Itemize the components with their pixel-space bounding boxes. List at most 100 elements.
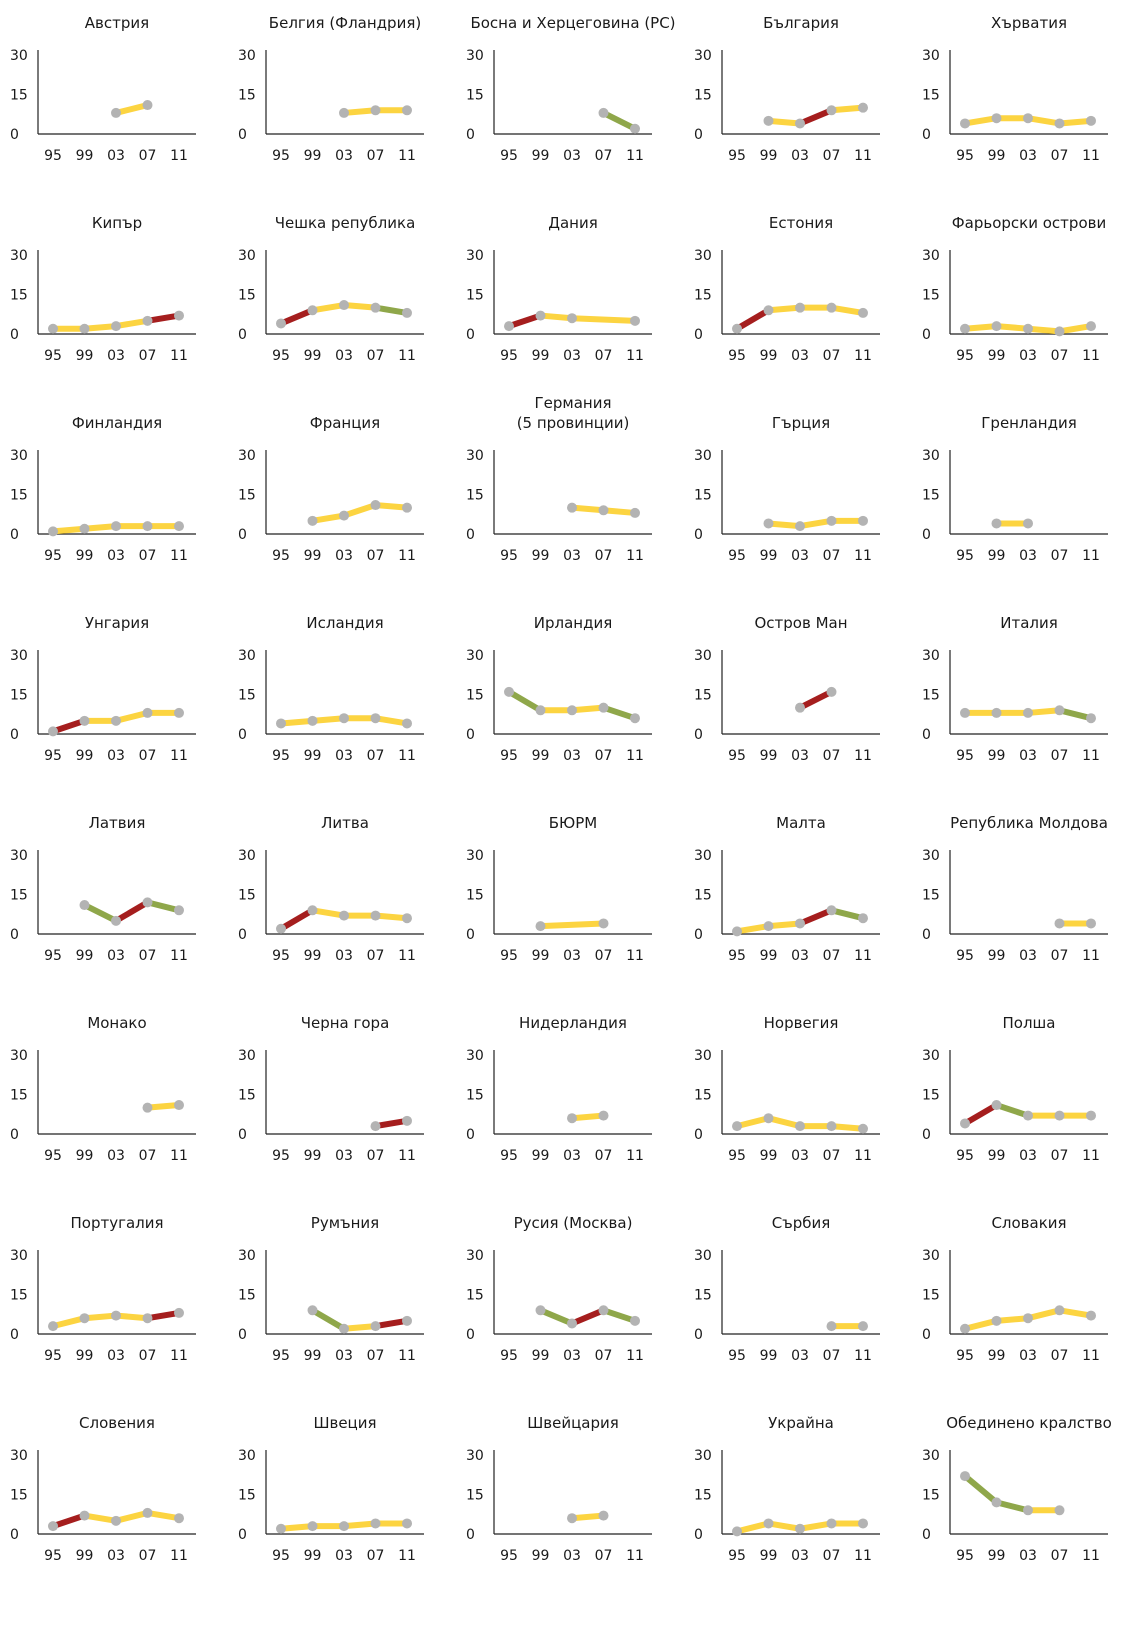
x-tick-label: 07 (139, 1348, 157, 1364)
x-tick-label: 07 (1051, 1348, 1069, 1364)
panel-36: Швеция 0 15 30 95 99 03 07 11 (238, 1414, 424, 1564)
data-point (174, 521, 184, 532)
panel-12: Германия (5 провинции) 0 15 30 95 99 03 07 11 (466, 394, 652, 564)
x-tick-label: 95 (956, 1548, 974, 1564)
x-tick-label: 11 (398, 1548, 416, 1564)
y-tick-label: 30 (694, 648, 712, 664)
y-tick-label: 15 (694, 488, 712, 504)
x-tick-label: 11 (398, 748, 416, 764)
x-tick-label: 03 (791, 1548, 809, 1564)
x-tick-label: 99 (304, 948, 322, 964)
data-point (991, 321, 1002, 332)
data-point (826, 1121, 837, 1132)
trend-segment-stable (799, 1520, 832, 1532)
x-tick-label: 07 (823, 1148, 841, 1164)
panel-31: Румъния 0 15 30 95 99 03 07 11 (238, 1214, 424, 1364)
data-point (142, 1102, 153, 1113)
x-tick-label: 95 (728, 1148, 746, 1164)
x-tick-label: 03 (791, 1148, 809, 1164)
y-tick-label: 0 (922, 727, 931, 743)
x-tick-label: 95 (44, 348, 62, 364)
y-tick-label: 0 (922, 1127, 931, 1143)
data-point (142, 707, 153, 718)
x-tick-label: 11 (626, 1148, 644, 1164)
y-tick-label: 30 (238, 1248, 256, 1264)
x-tick-label: 11 (1082, 1148, 1100, 1164)
x-tick-label: 95 (956, 148, 974, 164)
x-tick-label: 95 (44, 1548, 62, 1564)
y-tick-label: 15 (694, 1288, 712, 1304)
panel-8: Естония 0 15 30 95 99 03 07 11 (694, 214, 880, 364)
y-tick-label: 30 (694, 848, 712, 864)
y-tick-label: 0 (238, 127, 247, 143)
data-point (991, 1100, 1002, 1111)
data-point (402, 1315, 412, 1326)
panel-21: Литва 0 15 30 95 99 03 07 11 (238, 814, 424, 964)
trend-segment-stable (84, 323, 117, 332)
x-tick-label: 03 (791, 948, 809, 964)
x-tick-label: 99 (304, 348, 322, 364)
x-tick-label: 11 (1082, 348, 1100, 364)
x-tick-label: 11 (626, 748, 644, 764)
panel-title: Унгария (85, 614, 149, 632)
panel-7: Дания 0 15 30 95 99 03 07 11 (466, 214, 652, 364)
y-tick-label: 15 (466, 288, 484, 304)
data-point (1086, 1110, 1096, 1121)
y-tick-label: 15 (10, 288, 28, 304)
y-tick-label: 15 (466, 488, 484, 504)
data-point (598, 1110, 609, 1121)
data-point (795, 302, 805, 313)
x-tick-label: 03 (791, 348, 809, 364)
trend-segment-stable (571, 1112, 604, 1122)
x-tick-label: 07 (823, 748, 841, 764)
trend-segment-stable (540, 312, 573, 322)
y-tick-label: 0 (694, 127, 703, 143)
data-point (339, 713, 349, 724)
y-tick-label: 15 (466, 1088, 484, 1104)
y-tick-label: 0 (466, 1327, 475, 1343)
x-tick-label: 07 (823, 548, 841, 564)
panel-18: Остров Ман 0 15 30 95 99 03 07 11 (694, 614, 880, 764)
data-point (991, 518, 1002, 529)
y-tick-label: 0 (238, 527, 247, 543)
x-tick-label: 99 (760, 148, 778, 164)
data-point (276, 1523, 286, 1534)
y-tick-label: 15 (238, 1288, 256, 1304)
trend-segment-stable (1027, 1307, 1061, 1322)
trend-segment-decrease (539, 1307, 574, 1327)
x-tick-label: 03 (563, 548, 581, 564)
x-tick-label: 99 (988, 1348, 1006, 1364)
panel-24: Република Молдова 0 15 30 95 99 03 07 11 (922, 814, 1108, 964)
y-tick-label: 0 (922, 127, 931, 143)
x-tick-label: 07 (823, 1548, 841, 1564)
data-point (402, 502, 412, 513)
data-point (142, 897, 153, 908)
panel-1: Белгия (Фландрия) 0 15 30 95 99 03 07 11 (238, 14, 424, 164)
panel-title: Нидерландия (519, 1014, 627, 1032)
x-tick-label: 99 (988, 348, 1006, 364)
data-point (174, 1307, 184, 1318)
y-tick-label: 30 (922, 448, 940, 464)
y-tick-label: 15 (238, 888, 256, 904)
data-point (795, 521, 805, 532)
x-tick-label: 11 (1082, 548, 1100, 564)
data-point (763, 1113, 774, 1124)
trend-segment-stable (280, 1523, 313, 1532)
x-tick-label: 03 (563, 1148, 581, 1164)
x-tick-label: 07 (595, 348, 613, 364)
panel-23: Малта 0 15 30 95 99 03 07 11 (694, 814, 880, 964)
x-tick-label: 03 (335, 1148, 353, 1164)
x-tick-label: 07 (367, 148, 385, 164)
y-tick-label: 15 (466, 1488, 484, 1504)
y-tick-label: 0 (922, 1327, 931, 1343)
y-tick-label: 15 (922, 288, 940, 304)
panel-title: Монако (87, 1014, 146, 1032)
trend-segment-stable (115, 1312, 148, 1322)
trend-segment-decrease (995, 1499, 1029, 1514)
x-tick-label: 07 (367, 1148, 385, 1164)
x-tick-label: 95 (272, 1548, 290, 1564)
data-point (1086, 115, 1096, 126)
data-point (111, 107, 121, 118)
panel-27: Нидерландия 0 15 30 95 99 03 07 11 (466, 1014, 652, 1164)
data-point (763, 1518, 774, 1529)
